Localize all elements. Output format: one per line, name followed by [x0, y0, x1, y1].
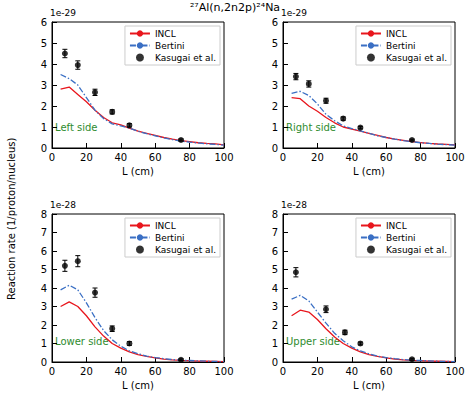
- svg-text:0: 0: [280, 366, 286, 377]
- svg-text:2: 2: [272, 320, 278, 331]
- svg-text:Reaction rate (1/proton/nucleu: Reaction rate (1/proton/nucleus): [6, 138, 17, 300]
- svg-text:6: 6: [41, 246, 47, 257]
- svg-text:4: 4: [272, 283, 278, 294]
- svg-text:1e-29: 1e-29: [281, 8, 307, 18]
- svg-text:²⁷Al(n,2n2p)²⁴Na: ²⁷Al(n,2n2p)²⁴Na: [190, 1, 280, 14]
- svg-text:6: 6: [272, 17, 278, 28]
- svg-text:20: 20: [80, 366, 93, 377]
- svg-text:1: 1: [41, 338, 47, 349]
- svg-text:60: 60: [149, 152, 162, 163]
- svg-text:INCL: INCL: [155, 221, 176, 231]
- svg-text:5: 5: [272, 38, 278, 49]
- svg-text:5: 5: [272, 264, 278, 275]
- svg-text:2: 2: [41, 101, 47, 112]
- svg-text:3: 3: [272, 301, 278, 312]
- svg-text:0: 0: [49, 366, 55, 377]
- svg-text:1: 1: [41, 122, 47, 133]
- svg-text:7: 7: [272, 227, 278, 238]
- svg-text:100: 100: [445, 366, 464, 377]
- svg-text:0: 0: [41, 143, 47, 154]
- svg-text:7: 7: [41, 227, 47, 238]
- svg-text:1e-29: 1e-29: [50, 8, 76, 18]
- svg-text:3: 3: [272, 80, 278, 91]
- svg-text:L (cm): L (cm): [122, 380, 154, 391]
- svg-text:Kasugai et al.: Kasugai et al.: [386, 245, 447, 255]
- svg-text:60: 60: [380, 152, 393, 163]
- svg-text:8: 8: [41, 209, 47, 220]
- svg-text:80: 80: [414, 152, 427, 163]
- svg-text:INCL: INCL: [386, 29, 407, 39]
- svg-text:5: 5: [41, 264, 47, 275]
- svg-text:Left side: Left side: [55, 122, 97, 133]
- svg-text:60: 60: [149, 366, 162, 377]
- svg-text:1: 1: [272, 122, 278, 133]
- svg-text:Bertini: Bertini: [155, 233, 185, 243]
- svg-text:20: 20: [80, 152, 93, 163]
- svg-text:6: 6: [272, 246, 278, 257]
- svg-text:8: 8: [272, 209, 278, 220]
- svg-text:Kasugai et al.: Kasugai et al.: [386, 53, 447, 63]
- svg-text:Lower side: Lower side: [55, 336, 109, 347]
- svg-text:1: 1: [272, 338, 278, 349]
- svg-text:Bertini: Bertini: [155, 41, 185, 51]
- svg-text:20: 20: [311, 152, 324, 163]
- svg-text:0: 0: [272, 357, 278, 368]
- svg-text:L (cm): L (cm): [122, 166, 154, 177]
- svg-text:Upper side: Upper side: [286, 336, 340, 347]
- svg-text:100: 100: [445, 152, 464, 163]
- svg-text:100: 100: [214, 152, 233, 163]
- svg-text:100: 100: [214, 366, 233, 377]
- svg-text:80: 80: [183, 366, 196, 377]
- svg-text:40: 40: [114, 366, 127, 377]
- svg-text:60: 60: [380, 366, 393, 377]
- svg-text:4: 4: [41, 59, 47, 70]
- svg-text:0: 0: [41, 357, 47, 368]
- svg-text:0: 0: [49, 152, 55, 163]
- svg-text:Kasugai et al.: Kasugai et al.: [155, 53, 216, 63]
- svg-text:20: 20: [311, 366, 324, 377]
- svg-text:Kasugai et al.: Kasugai et al.: [155, 245, 216, 255]
- svg-text:3: 3: [41, 301, 47, 312]
- svg-text:L (cm): L (cm): [353, 166, 385, 177]
- svg-text:Bertini: Bertini: [386, 41, 416, 51]
- svg-text:Bertini: Bertini: [386, 233, 416, 243]
- svg-text:1e-28: 1e-28: [50, 200, 76, 210]
- svg-text:2: 2: [41, 320, 47, 331]
- svg-text:3: 3: [41, 80, 47, 91]
- svg-text:L (cm): L (cm): [353, 380, 385, 391]
- svg-text:INCL: INCL: [155, 29, 176, 39]
- svg-text:40: 40: [345, 366, 358, 377]
- svg-text:INCL: INCL: [386, 221, 407, 231]
- svg-text:Right side: Right side: [286, 122, 336, 133]
- svg-text:6: 6: [41, 17, 47, 28]
- svg-text:0: 0: [272, 143, 278, 154]
- svg-text:4: 4: [272, 59, 278, 70]
- svg-text:4: 4: [41, 283, 47, 294]
- svg-text:1e-28: 1e-28: [281, 200, 307, 210]
- svg-text:2: 2: [272, 101, 278, 112]
- svg-text:5: 5: [41, 38, 47, 49]
- svg-text:40: 40: [114, 152, 127, 163]
- svg-text:40: 40: [345, 152, 358, 163]
- svg-text:0: 0: [280, 152, 286, 163]
- svg-text:80: 80: [414, 366, 427, 377]
- svg-text:80: 80: [183, 152, 196, 163]
